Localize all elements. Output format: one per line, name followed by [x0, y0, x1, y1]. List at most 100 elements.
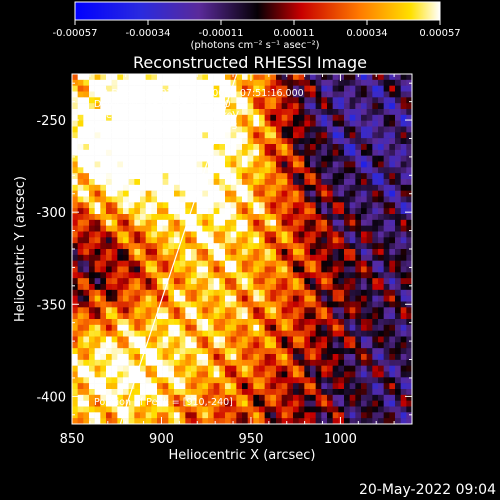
heatmap-cell	[400, 336, 407, 343]
heatmap-cell	[281, 278, 288, 285]
heatmap-cell	[140, 418, 146, 424]
heatmap-cell	[383, 243, 390, 250]
heatmap-cell	[77, 225, 84, 232]
heatmap-cell	[242, 231, 248, 238]
heatmap-cell	[406, 319, 412, 326]
heatmap-cell	[315, 307, 322, 314]
heatmap-cell	[168, 313, 175, 320]
heatmap-cell	[298, 190, 305, 197]
heatmap-cell	[355, 365, 362, 372]
heatmap-cell	[185, 190, 192, 197]
heatmap-cell	[366, 272, 373, 279]
heatmap-cell	[366, 231, 373, 238]
heatmap-cell	[395, 348, 401, 355]
heatmap-cell	[168, 365, 175, 372]
heatmap-cell	[378, 412, 384, 419]
colorbar-tick-label: 0.00034	[346, 28, 387, 39]
heatmap-cell	[208, 97, 214, 104]
heatmap-cell	[83, 383, 90, 390]
heatmap-cell	[94, 173, 101, 180]
heatmap-cell	[100, 359, 107, 366]
heatmap-cell	[236, 97, 243, 104]
heatmap-cell	[281, 214, 288, 221]
heatmap-cell	[83, 184, 90, 191]
heatmap-cell	[151, 301, 158, 308]
heatmap-cell	[134, 278, 141, 285]
heatmap-cell	[332, 132, 339, 139]
heatmap-cell	[338, 383, 345, 390]
heatmap-cell	[230, 202, 237, 209]
heatmap-cell	[168, 120, 175, 127]
heatmap-cell	[372, 97, 379, 104]
heatmap-cell	[191, 74, 197, 81]
heatmap-cell	[332, 208, 339, 215]
heatmap-cell	[128, 389, 135, 396]
heatmap-cell	[225, 254, 231, 261]
heatmap-cell	[298, 179, 305, 186]
heatmap-cell	[372, 330, 379, 337]
heatmap-cell	[310, 161, 316, 168]
heatmap-cell	[106, 109, 112, 116]
heatmap-cell	[77, 120, 84, 127]
heatmap-cell	[140, 412, 146, 419]
heatmap-cell	[270, 383, 277, 390]
heatmap-cell	[321, 371, 328, 378]
heatmap-cell	[123, 354, 129, 361]
heatmap-cell	[213, 307, 220, 314]
heatmap-cell	[304, 324, 311, 331]
heatmap-cell	[264, 324, 271, 331]
heatmap-cell	[230, 324, 237, 331]
heatmap-cell	[400, 354, 407, 361]
heatmap-cell	[168, 97, 175, 104]
heatmap-cell	[225, 225, 231, 232]
heatmap-cell	[383, 330, 390, 337]
heatmap-cell	[298, 144, 305, 151]
heatmap-cell	[247, 161, 254, 168]
heatmap-cell	[111, 167, 118, 174]
heatmap-cell	[321, 254, 328, 261]
heatmap-cell	[327, 406, 333, 413]
heatmap-cell	[400, 167, 407, 174]
heatmap-cell	[310, 394, 316, 401]
heatmap-cell	[162, 219, 169, 226]
heatmap-cell	[219, 301, 226, 308]
heatmap-cell	[242, 307, 248, 314]
heatmap-cell	[242, 324, 248, 331]
heatmap-cell	[400, 307, 407, 314]
heatmap-cell	[123, 225, 129, 232]
heatmap-cell	[247, 354, 254, 361]
heatmap-cell	[191, 208, 197, 215]
heatmap-cell	[304, 231, 311, 238]
heatmap-cell	[196, 330, 203, 337]
heatmap-cell	[236, 389, 243, 396]
heatmap-cell	[185, 91, 192, 98]
heatmap-cell	[213, 74, 220, 81]
heatmap-cell	[383, 109, 390, 116]
heatmap-cell	[287, 109, 294, 116]
heatmap-cell	[372, 406, 379, 413]
heatmap-cell	[151, 202, 158, 209]
heatmap-cell	[281, 167, 288, 174]
heatmap-cell	[134, 173, 141, 180]
heatmap-cell	[128, 254, 135, 261]
heatmap-cell	[395, 418, 401, 424]
heatmap-cell	[208, 412, 214, 419]
heatmap-cell	[372, 138, 379, 145]
heatmap-cell	[100, 138, 107, 145]
heatmap-cell	[225, 249, 231, 256]
heatmap-cell	[287, 167, 294, 174]
heatmap-cell	[151, 155, 158, 162]
heatmap-cell	[123, 412, 129, 419]
heatmap-cell	[151, 231, 158, 238]
heatmap-cell	[134, 237, 141, 244]
heatmap-cell	[89, 389, 95, 396]
heatmap-cell	[287, 313, 294, 320]
heatmap-cell	[395, 254, 401, 261]
heatmap-cell	[151, 161, 158, 168]
heatmap-cell	[287, 307, 294, 314]
heatmap-cell	[236, 231, 243, 238]
heatmap-cell	[117, 126, 124, 133]
heatmap-cell	[321, 85, 328, 92]
heatmap-cell	[196, 91, 203, 98]
heatmap-cell	[355, 383, 362, 390]
